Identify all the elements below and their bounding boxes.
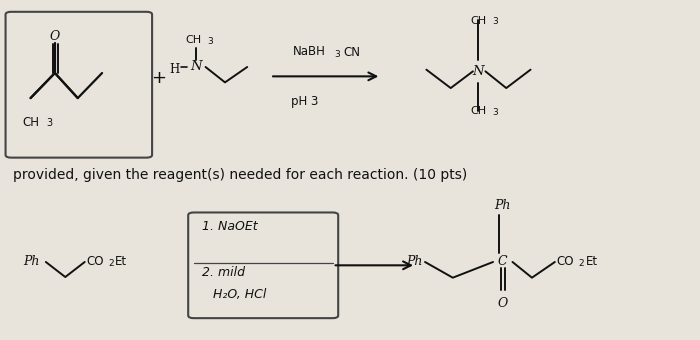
Text: +: +: [151, 69, 167, 87]
Text: Et: Et: [116, 255, 127, 269]
Text: N: N: [473, 65, 484, 78]
Text: 2: 2: [578, 259, 584, 268]
Text: O: O: [498, 297, 508, 310]
Text: 3: 3: [334, 50, 340, 59]
Text: 3: 3: [46, 118, 52, 128]
Text: O: O: [50, 30, 60, 43]
Text: 3: 3: [492, 108, 498, 117]
Text: NaBH: NaBH: [293, 45, 326, 58]
FancyBboxPatch shape: [6, 12, 152, 158]
Text: N: N: [190, 61, 202, 73]
Text: C: C: [498, 255, 508, 269]
Text: pH 3: pH 3: [291, 95, 318, 108]
Text: 3: 3: [208, 37, 213, 46]
Text: 2: 2: [108, 259, 114, 268]
Text: Ph: Ph: [495, 199, 511, 212]
Text: CO: CO: [556, 255, 574, 269]
Text: 3: 3: [492, 17, 498, 26]
Text: Ph: Ph: [24, 255, 40, 269]
Text: H: H: [169, 63, 179, 76]
Text: CH: CH: [470, 106, 486, 117]
Text: CN: CN: [343, 46, 360, 58]
FancyBboxPatch shape: [188, 212, 338, 318]
Text: Ph: Ph: [407, 255, 423, 269]
Text: provided, given the reagent(s) needed for each reaction. (10 pts): provided, given the reagent(s) needed fo…: [13, 168, 467, 182]
Text: H₂O, HCl: H₂O, HCl: [213, 288, 266, 301]
Text: CH: CH: [186, 35, 202, 45]
Text: 2. mild: 2. mild: [202, 266, 245, 279]
Text: CO: CO: [86, 255, 104, 269]
Text: CH: CH: [22, 117, 39, 130]
Text: 1. NaOEt: 1. NaOEt: [202, 220, 258, 233]
Text: Et: Et: [585, 255, 598, 269]
Text: CH: CH: [470, 16, 486, 26]
